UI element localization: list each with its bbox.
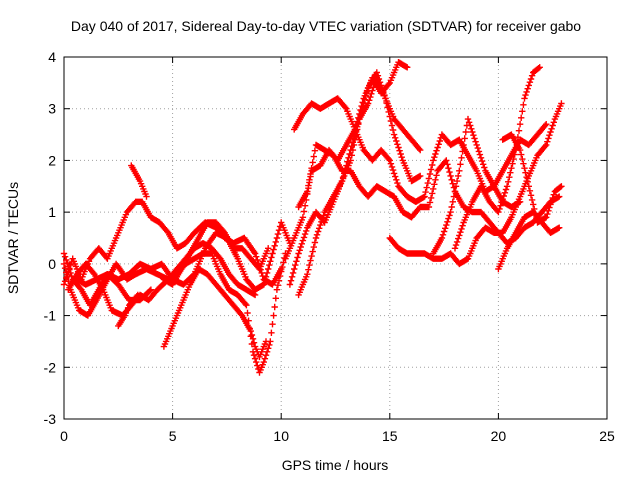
x-tick-label: 20 [491,428,507,444]
data-track [499,131,565,226]
grid-lines [64,57,607,419]
x-tick-label: 10 [273,428,289,444]
data-track [430,115,550,257]
data-series [60,59,565,376]
y-tick-label: 4 [48,49,56,65]
y-axis-label: SDTVAR / TECUs [5,182,21,294]
y-tick-label: 2 [48,152,56,168]
data-track [291,95,524,211]
y-tick-label: -3 [44,411,57,427]
y-tick-label: 3 [48,101,56,117]
data-track [160,265,270,361]
data-track [386,100,565,268]
y-tick-label: 1 [48,204,56,220]
data-track [115,291,141,330]
y-tick-label: 0 [48,256,56,272]
x-tick-label: 0 [60,428,68,444]
x-axis-label: GPS time / hours [282,457,389,473]
y-axis-tick-labels: -3 -2 -1 0 1 2 3 4 [44,49,57,427]
x-tick-label: 25 [599,428,615,444]
y-tick-label: -2 [44,359,57,375]
chart-title: Day 040 of 2017, Sidereal Day-to-day VTE… [71,18,581,34]
axis-ticks [63,56,608,420]
data-track [160,219,272,288]
plot-frame [63,56,608,420]
x-tick-label: 5 [169,428,177,444]
x-axis-tick-labels: 0 5 10 15 20 25 [60,428,615,444]
data-track [128,162,150,200]
x-tick-label: 15 [382,428,398,444]
data-track [451,64,543,252]
y-tick-label: -1 [44,308,57,324]
data-track [295,74,424,299]
